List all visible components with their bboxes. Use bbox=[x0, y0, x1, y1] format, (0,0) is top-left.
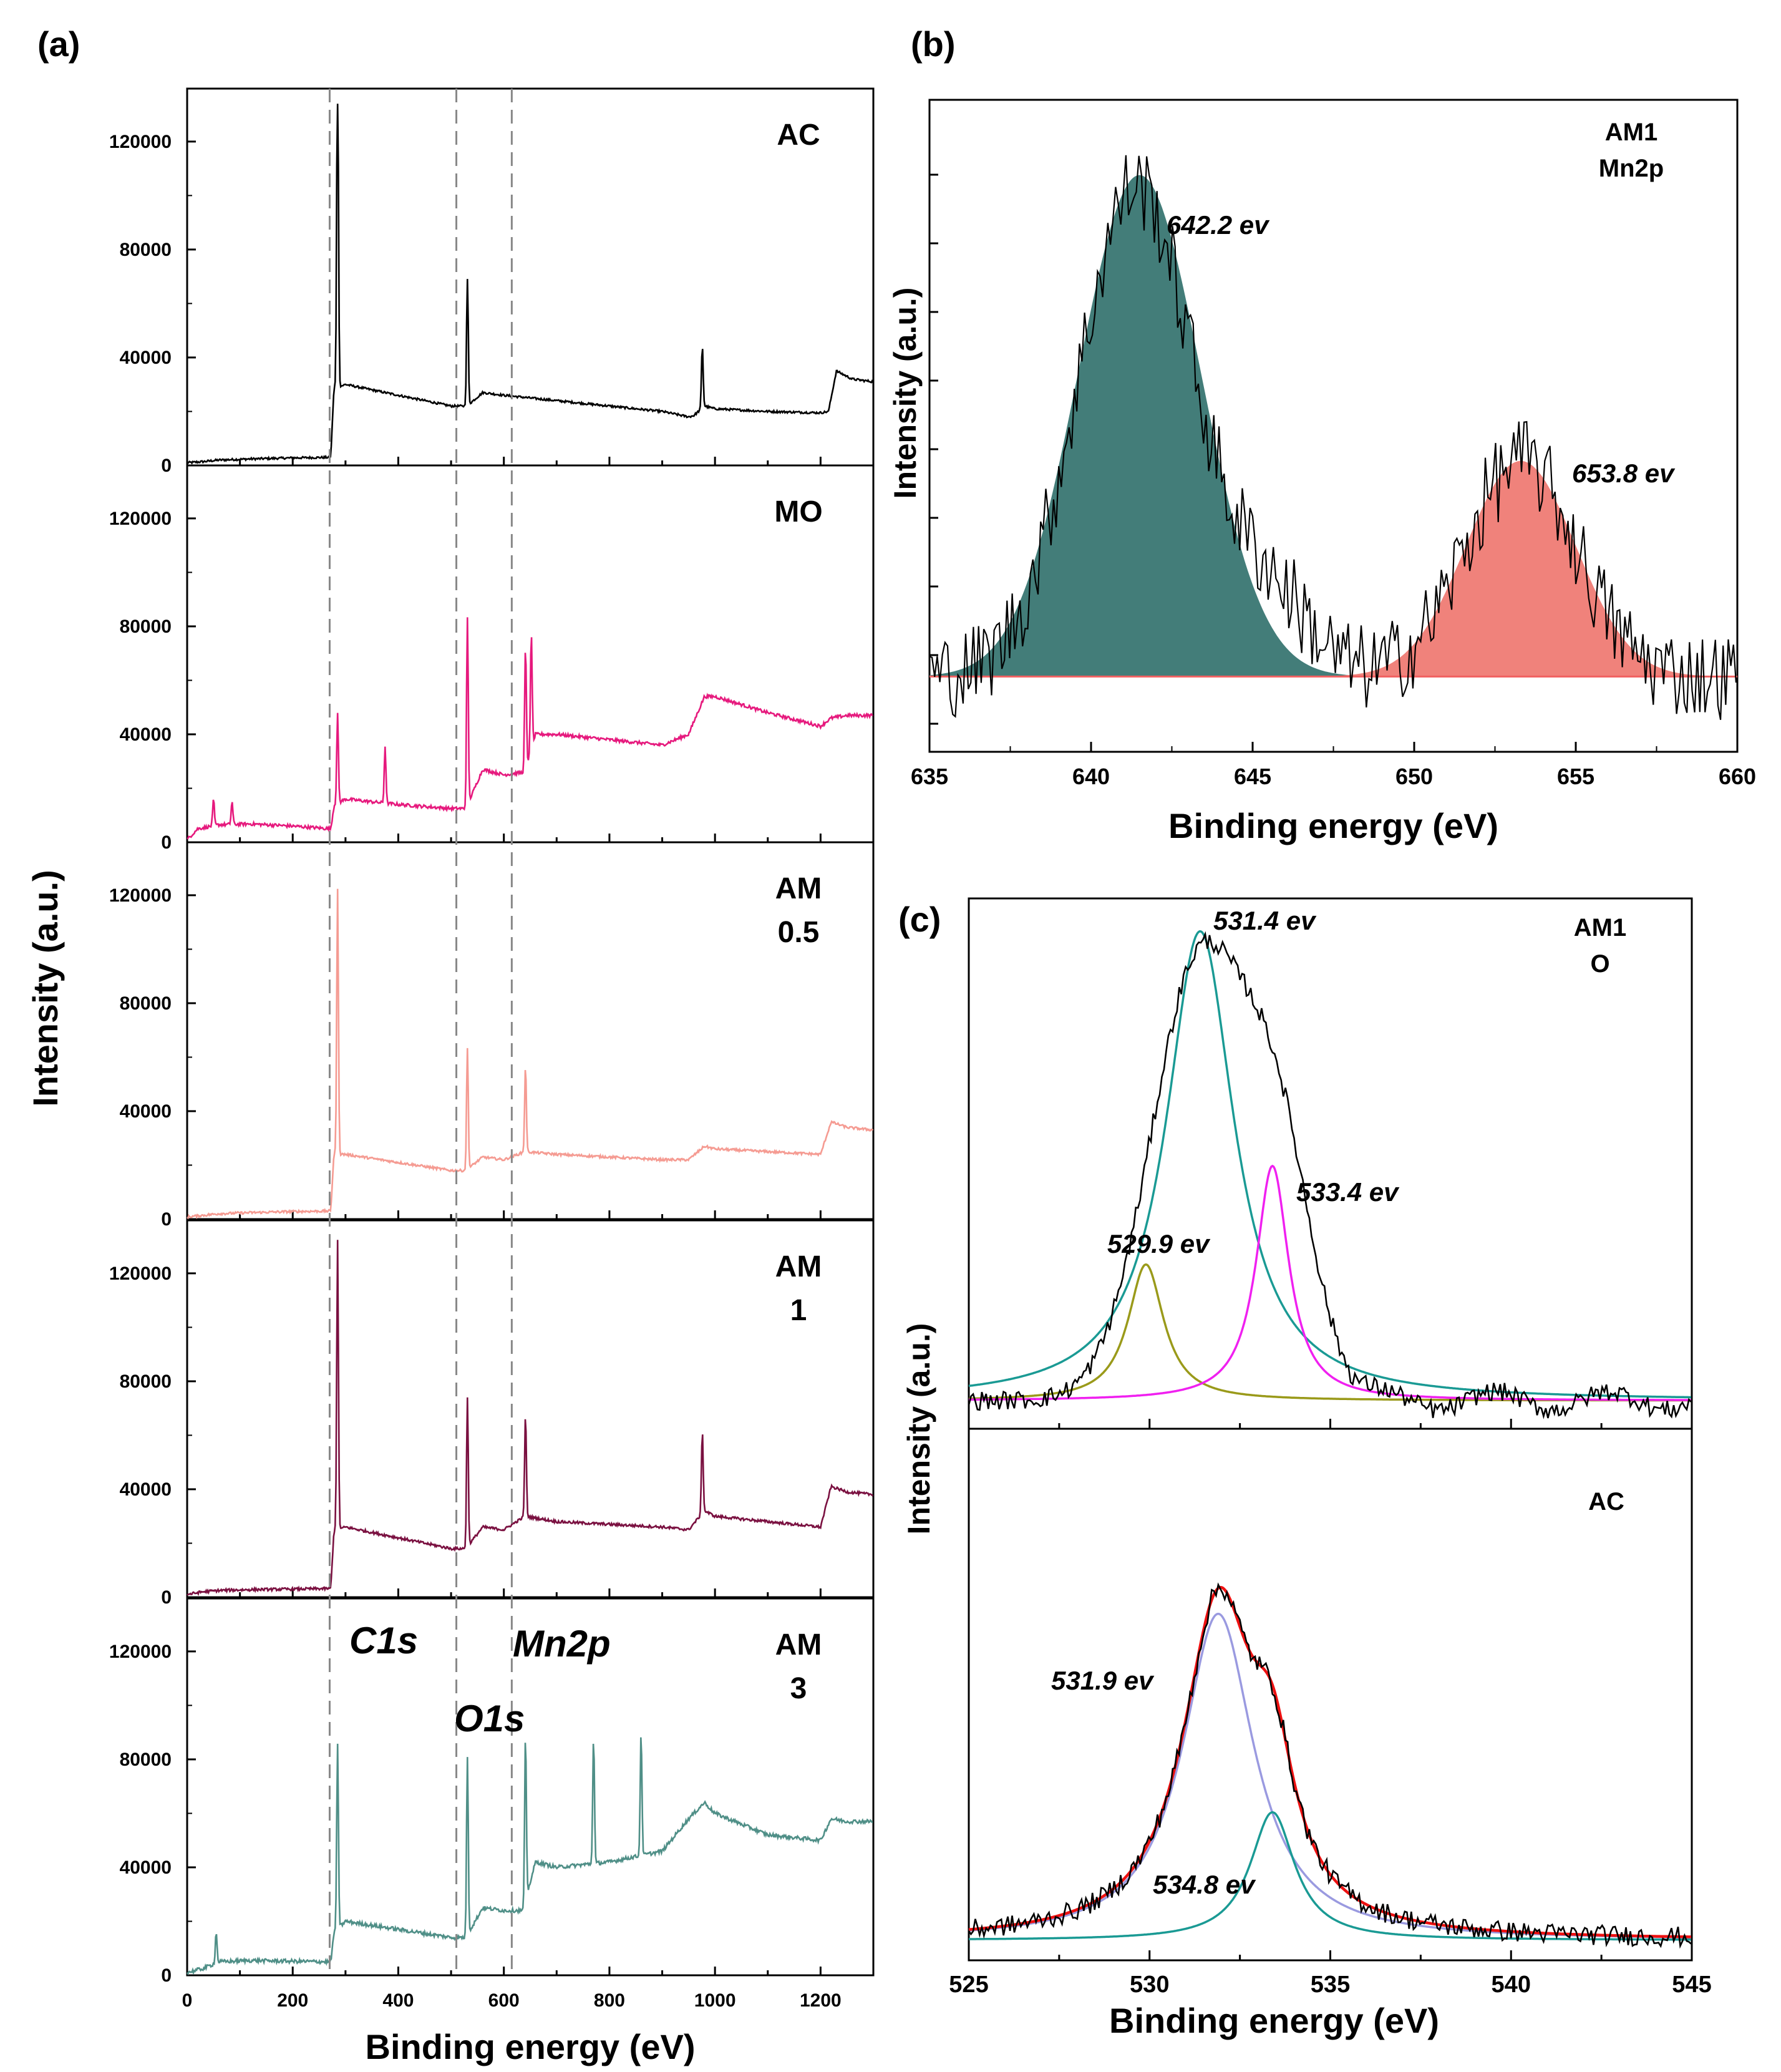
y-tick-label: 40000 bbox=[120, 1101, 172, 1122]
o1s-title: AC bbox=[1588, 1488, 1624, 1515]
sample-label: AM bbox=[775, 872, 822, 905]
peak-label: 533.4 ev bbox=[1296, 1177, 1400, 1207]
peak-annotation: Mn2p bbox=[513, 1623, 611, 1665]
mn2p-component-fill bbox=[929, 460, 1737, 677]
panel-label-a: (a) bbox=[37, 24, 80, 64]
panel-label-b: (b) bbox=[911, 24, 956, 64]
sample-label: AC bbox=[777, 119, 820, 152]
y-tick-label: 40000 bbox=[120, 348, 172, 368]
y-tick-label: 40000 bbox=[120, 724, 172, 745]
x-tick-label: 1200 bbox=[800, 1990, 842, 2011]
o1s-title: O bbox=[1590, 950, 1609, 978]
x-tick-label: 535 bbox=[1311, 1972, 1350, 1998]
y-tick-label: 40000 bbox=[120, 1857, 172, 1878]
x-tick-label: 645 bbox=[1234, 764, 1271, 789]
y-tick-label: 120000 bbox=[109, 885, 172, 906]
y-axis-title-c: Intensity (a.u.) bbox=[901, 1323, 936, 1535]
x-tick-label: 400 bbox=[382, 1990, 414, 2011]
y-tick-label: 120000 bbox=[109, 508, 172, 529]
peak-label: 653.8 ev bbox=[1572, 459, 1676, 488]
x-tick-label: 650 bbox=[1395, 764, 1433, 789]
survey-frame-3 bbox=[186, 1219, 875, 1598]
y-tick-label: 80000 bbox=[120, 1749, 172, 1770]
x-tick-label: 545 bbox=[1672, 1972, 1711, 1998]
survey-frame-4 bbox=[186, 1597, 875, 1977]
peak-label: 531.4 ev bbox=[1213, 906, 1317, 935]
y-tick-label: 40000 bbox=[120, 1479, 172, 1500]
sample-label: AM bbox=[775, 1250, 822, 1283]
y-tick-label: 80000 bbox=[120, 993, 172, 1014]
x-tick-label: 800 bbox=[594, 1990, 625, 2011]
peak-annotation: C1s bbox=[349, 1620, 418, 1661]
o1s-component-0-0 bbox=[968, 930, 1691, 1399]
o1s-component-1-0 bbox=[968, 1612, 1691, 1939]
y-tick-label: 0 bbox=[161, 1209, 172, 1230]
x-axis-title-a: Binding energy (eV) bbox=[366, 2027, 696, 2066]
survey-spectrum-0 bbox=[187, 104, 874, 465]
x-tick-label: 600 bbox=[488, 1990, 520, 2011]
survey-spectrum-4 bbox=[186, 1737, 873, 1975]
o1s-component-0-1 bbox=[969, 1263, 1691, 1402]
x-tick-label: 540 bbox=[1492, 1972, 1531, 1998]
sample-label: 3 bbox=[790, 1672, 807, 1705]
peak-label: 534.8 ev bbox=[1153, 1870, 1256, 1899]
peak-annotation: O1s bbox=[454, 1698, 525, 1739]
o1s-raw-spectrum-1 bbox=[968, 1582, 1692, 1949]
y-tick-label: 0 bbox=[161, 1965, 172, 1986]
x-tick-label: 525 bbox=[949, 1972, 988, 1998]
peak-label: 642.2 ev bbox=[1167, 210, 1270, 240]
survey-spectrum-1 bbox=[187, 617, 873, 840]
x-axis-title-c: Binding energy (eV) bbox=[1109, 2001, 1439, 2040]
x-tick-label: 640 bbox=[1072, 764, 1110, 789]
y-axis-title-a: Intensity (a.u.) bbox=[26, 870, 65, 1107]
y-tick-label: 0 bbox=[161, 832, 172, 853]
o1s-component-1-1 bbox=[969, 1811, 1691, 1941]
peak-label: 531.9 ev bbox=[1051, 1666, 1155, 1695]
o1s-title: AM1 bbox=[1574, 914, 1626, 941]
x-axis-title-b: Binding energy (eV) bbox=[1168, 806, 1498, 845]
sample-label: MO bbox=[774, 495, 822, 528]
y-tick-label: 120000 bbox=[109, 132, 172, 152]
sample-label: AM bbox=[775, 1628, 822, 1661]
o1s-component-0-2 bbox=[969, 1164, 1691, 1401]
y-tick-label: 0 bbox=[161, 455, 172, 476]
x-tick-label: 635 bbox=[911, 764, 948, 789]
y-tick-label: 120000 bbox=[109, 1642, 172, 1662]
panel-label-c: (c) bbox=[898, 900, 941, 939]
mn2p-title: Mn2p bbox=[1599, 155, 1664, 182]
o1s-frame-0 bbox=[968, 897, 1693, 1430]
y-tick-label: 120000 bbox=[109, 1263, 172, 1284]
x-tick-label: 1000 bbox=[694, 1990, 736, 2011]
o1s-raw-spectrum-0 bbox=[968, 931, 1692, 1419]
sample-label: 1 bbox=[790, 1294, 807, 1327]
x-tick-label: 0 bbox=[182, 1990, 193, 2011]
y-tick-label: 80000 bbox=[120, 240, 172, 260]
survey-spectrum-3 bbox=[187, 1240, 874, 1597]
y-axis-title-b: Intensity (a.u.) bbox=[888, 288, 923, 499]
x-tick-label: 660 bbox=[1719, 764, 1756, 789]
mn2p-component-fill bbox=[929, 175, 1737, 677]
o1s-fit-envelope bbox=[968, 1585, 1691, 1938]
survey-spectrum-2 bbox=[187, 888, 874, 1220]
plot-layer bbox=[186, 87, 1739, 1977]
x-tick-label: 530 bbox=[1130, 1972, 1169, 1998]
y-tick-label: 80000 bbox=[120, 616, 172, 637]
y-tick-label: 0 bbox=[161, 1587, 172, 1608]
x-tick-label: 655 bbox=[1557, 764, 1594, 789]
peak-label: 529.9 ev bbox=[1107, 1229, 1211, 1258]
y-tick-label: 80000 bbox=[120, 1371, 172, 1392]
mn2p-raw-spectrum bbox=[929, 155, 1737, 720]
x-tick-label: 200 bbox=[277, 1990, 308, 2011]
survey-frame-2 bbox=[186, 841, 875, 1220]
mn2p-title: AM1 bbox=[1605, 119, 1657, 146]
sample-label: 0.5 bbox=[778, 916, 820, 949]
survey-frame-0 bbox=[186, 87, 875, 467]
